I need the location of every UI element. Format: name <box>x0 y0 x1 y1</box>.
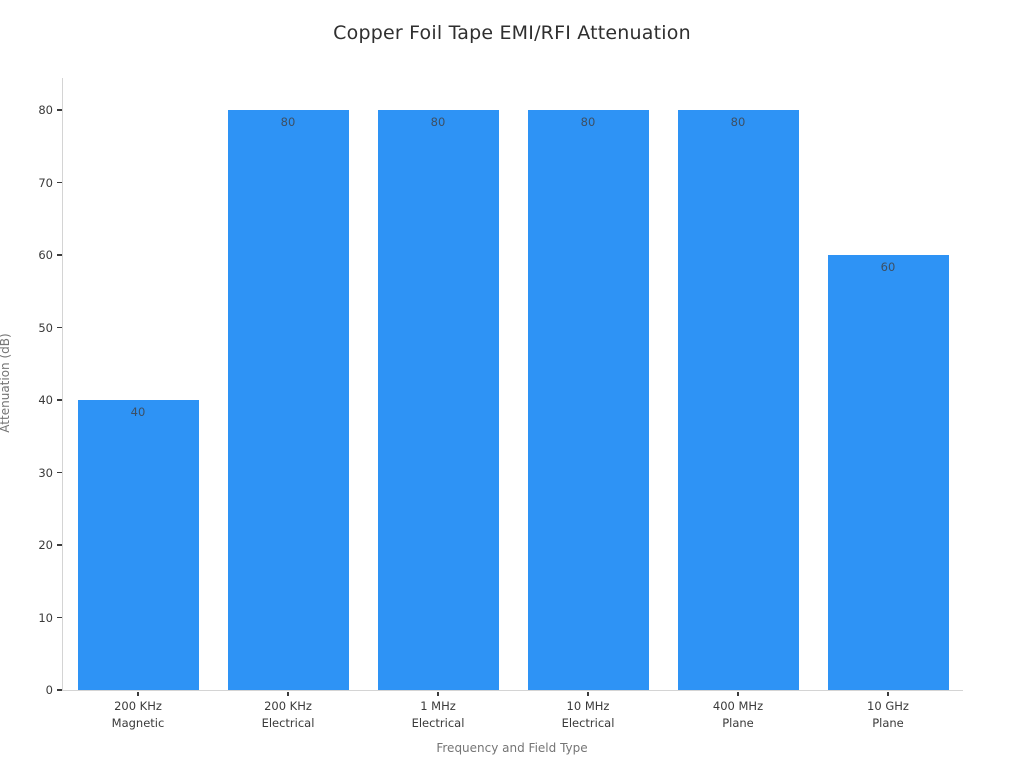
x-tick-label-line: 200 KHz <box>264 699 312 713</box>
x-tick-label: 400 MHz Plane <box>663 698 813 731</box>
y-tick-mark <box>57 471 62 474</box>
x-tick-label-line: 200 KHz <box>114 699 162 713</box>
y-tick-label: 50 <box>38 320 53 335</box>
y-tick-mark <box>57 544 62 546</box>
bar: 40 <box>77 400 199 690</box>
y-tick-mark <box>57 689 62 691</box>
plot-area: 0 10 20 30 40 50 60 70 80 40 200 KHz Magnetic 80 200 … <box>38 78 963 730</box>
x-tick-label-line: Plane <box>722 715 754 730</box>
bar: 80 <box>227 110 349 690</box>
x-tick-label-line: 10 GHz <box>867 699 909 713</box>
y-tick-label: 0 <box>45 683 53 697</box>
bar-value-label: 80 <box>430 115 446 129</box>
x-tick-mark <box>737 691 739 696</box>
x-tick-mark <box>887 691 889 696</box>
x-tick-label-line: Electrical <box>561 715 615 730</box>
y-tick-mark <box>57 109 62 111</box>
x-tick-label: 200 KHz Electrical <box>213 698 363 731</box>
y-tick-label: 10 <box>38 610 53 625</box>
x-tick-mark <box>587 691 589 696</box>
x-tick-label-line: Electrical <box>411 715 465 730</box>
y-tick-label: 20 <box>38 538 53 552</box>
x-tick-label-line: 400 MHz <box>712 699 764 713</box>
bar-value-label: 80 <box>730 115 746 129</box>
bar: 80 <box>677 110 799 690</box>
y-tick-mark <box>57 254 62 256</box>
bar: 80 <box>377 110 499 690</box>
x-tick-label-line: Electrical <box>261 715 315 730</box>
y-tick-mark <box>57 326 62 329</box>
x-tick-label: 1 MHz Electrical <box>363 698 513 731</box>
x-tick-label: 200 KHz Magnetic <box>63 698 213 731</box>
x-tick-mark <box>137 691 139 696</box>
x-tick-label-line: Plane <box>872 715 904 730</box>
bar-value-label: 80 <box>580 115 596 129</box>
y-tick-label: 30 <box>38 465 53 480</box>
y-tick-label: 80 <box>38 103 53 117</box>
x-tick-mark <box>437 691 439 696</box>
y-tick-mark <box>57 616 62 619</box>
x-tick-label: 10 MHz Electrical <box>513 698 663 731</box>
x-tick-label: 10 GHz Plane <box>813 698 963 731</box>
x-tick-mark <box>287 691 289 696</box>
x-tick-label-line: Magnetic <box>111 715 165 730</box>
y-tick-label: 40 <box>38 393 53 407</box>
y-tick-label: 70 <box>38 175 53 190</box>
y-tick-mark <box>57 399 62 401</box>
y-tick-mark <box>57 181 62 184</box>
chart-title: Copper Foil Tape EMI/RFI Attenuation <box>333 22 691 44</box>
x-tick-label-line: 10 MHz <box>566 699 610 713</box>
x-tick-label-line: 1 MHz <box>420 699 456 713</box>
bar-value-label: 40 <box>130 405 146 419</box>
bar: 60 <box>827 255 949 690</box>
y-tick-label: 60 <box>38 248 53 262</box>
bar-value-label: 80 <box>280 115 296 129</box>
x-axis-title: Frequency and Field Type <box>436 741 588 755</box>
bar: 80 <box>527 110 649 690</box>
y-axis-title-text: Attenuation (dB) <box>0 333 12 433</box>
bar-value-label: 60 <box>880 260 896 274</box>
